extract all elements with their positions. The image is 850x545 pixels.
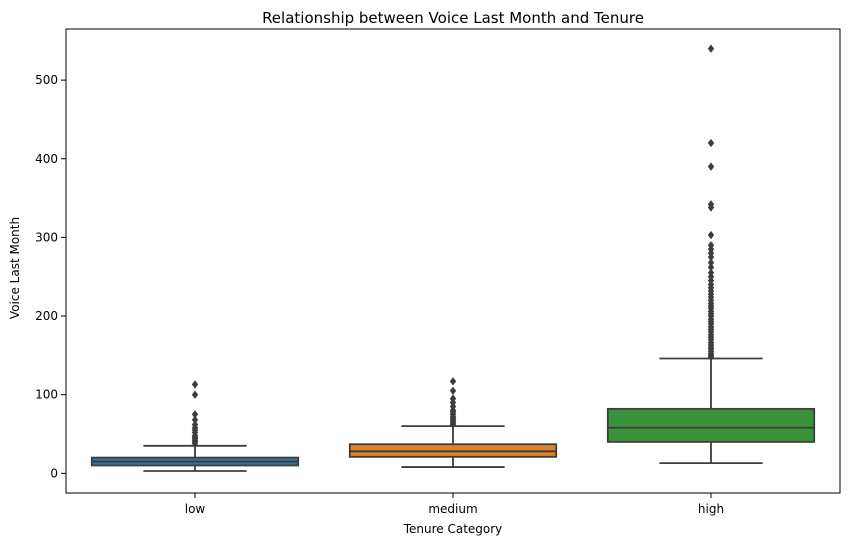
outlier-point (707, 263, 715, 272)
y-tick-label: 500 (35, 73, 58, 87)
outlier-point (449, 386, 457, 395)
outlier-point (707, 138, 715, 148)
y-tick-label: 300 (35, 230, 58, 244)
x-tick-label: low (185, 502, 206, 516)
y-tick-label: 100 (35, 388, 58, 402)
outlier-point (191, 390, 199, 399)
outlier-point (707, 241, 715, 250)
y-tick-label: 0 (50, 466, 58, 480)
outlier-point (191, 415, 199, 425)
outlier-point (707, 44, 715, 53)
x-tick-label: medium (428, 502, 477, 516)
y-axis-label: Voice Last Month (8, 217, 22, 319)
y-tick-label: 400 (35, 152, 58, 166)
plot-frame (65, 28, 841, 494)
outlier-point (449, 394, 457, 403)
y-tick-label: 200 (35, 309, 58, 323)
plot-area: 0 100 200 300 400 500 low medium high (35, 44, 816, 516)
outlier-point (707, 200, 715, 209)
outlier-point (707, 230, 715, 240)
outlier-point (191, 420, 199, 429)
outlier-point (449, 377, 457, 386)
outlier-point (707, 268, 715, 277)
chart-title: Relationship between Voice Last Month an… (262, 9, 644, 27)
outlier-point (707, 162, 715, 171)
x-tick-label: high (698, 502, 724, 516)
outlier-point (707, 258, 715, 267)
x-axis-label: Tenure Category (403, 522, 503, 536)
outlier-point (191, 380, 199, 389)
box-high (606, 407, 816, 443)
outlier-point (191, 410, 199, 419)
